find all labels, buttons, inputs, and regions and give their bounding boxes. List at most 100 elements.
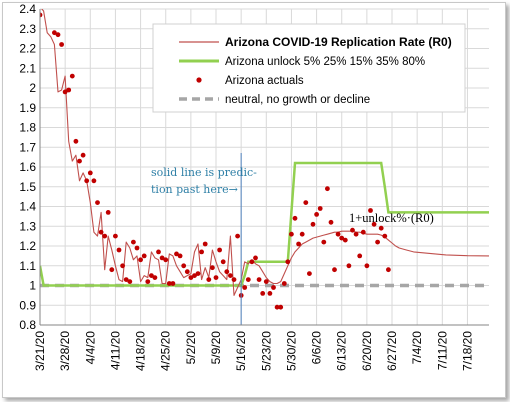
actuals-point xyxy=(386,267,391,273)
actuals-point xyxy=(375,239,380,245)
actuals-point xyxy=(299,231,305,237)
legend-swatch-actuals xyxy=(196,77,202,83)
y-tick-label: 0.9 xyxy=(19,298,36,312)
actuals-point xyxy=(152,275,158,280)
actuals-point xyxy=(263,279,269,284)
series-layer xyxy=(40,9,489,325)
actuals-point xyxy=(138,257,144,263)
actuals-point xyxy=(87,170,93,176)
actuals-point xyxy=(98,229,104,235)
y-tick-label: 1.9 xyxy=(19,101,36,115)
actuals-point xyxy=(131,239,136,245)
actuals-point xyxy=(350,227,355,233)
actuals-point xyxy=(328,219,334,225)
actuals-point xyxy=(210,265,215,271)
x-tick-label: 5/16/20 xyxy=(234,331,248,371)
actuals-point xyxy=(274,304,280,310)
actuals-point xyxy=(307,271,312,276)
y-tick-label: 1.1 xyxy=(19,259,36,273)
x-tick-label: 7/11/20 xyxy=(435,331,449,370)
actuals-point xyxy=(310,221,316,227)
actuals-point xyxy=(184,269,190,275)
actuals-point xyxy=(91,178,97,184)
prediction-note-line2: tion past here→ xyxy=(151,183,238,196)
actuals-point xyxy=(325,186,330,192)
y-tick-label: 1.5 xyxy=(19,180,36,194)
actuals-point xyxy=(188,275,194,280)
actuals-point xyxy=(335,231,341,237)
actuals-point xyxy=(353,231,359,237)
y-tick-label: 1.6 xyxy=(19,160,36,174)
y-tick-label: 1.8 xyxy=(19,121,36,135)
actuals-point xyxy=(202,241,208,247)
actuals-point xyxy=(285,259,291,265)
y-tick-label: 2 xyxy=(29,81,36,95)
actuals-point xyxy=(253,255,258,261)
y-tick-label: 2.1 xyxy=(19,61,36,75)
actuals-point xyxy=(260,291,266,296)
actuals-point xyxy=(156,249,161,255)
actuals-point xyxy=(267,291,273,296)
actuals-point xyxy=(84,178,90,184)
series-unlock-line xyxy=(40,161,489,287)
x-tick-label: 7/18/20 xyxy=(460,331,474,371)
actuals-point xyxy=(278,304,284,310)
actuals-point xyxy=(95,200,100,206)
y-tick-label: 0.8 xyxy=(19,318,36,332)
x-tick-label: 6/13/20 xyxy=(335,331,349,371)
actuals-point xyxy=(177,253,183,259)
actuals-point xyxy=(116,247,122,253)
actuals-point xyxy=(192,273,197,278)
x-tick-label: 4/25/20 xyxy=(159,331,173,371)
y-tick-label: 2.4 xyxy=(19,3,36,16)
legend-label-unlock: Arizona unlock 5% 25% 15% 35% 80% xyxy=(225,56,425,68)
actuals-point xyxy=(368,208,373,213)
actuals-point xyxy=(206,277,212,282)
actuals-point xyxy=(256,277,262,282)
actuals-point xyxy=(149,273,154,278)
actuals-point xyxy=(378,225,384,231)
actuals-point xyxy=(80,152,86,158)
actuals-point xyxy=(371,221,377,227)
chart-frame: 0.8 0.9 1 1.1 1.2 1.3 1.4 1.5 1.6 1.7 1.8 1.9 2 2.1 2.… xyxy=(2,2,506,398)
chart-svg: 0.8 0.9 1 1.1 1.2 1.3 1.4 1.5 1.6 1.7 1.8 1.9 2 2.1 2.… xyxy=(19,2,489,371)
actuals-point xyxy=(113,233,118,239)
series-r0-line xyxy=(41,9,489,296)
actuals-point xyxy=(55,32,61,38)
y-tick-label: 1.3 xyxy=(19,219,36,233)
x-tick-label: 5/23/20 xyxy=(259,331,273,371)
actuals-point xyxy=(181,263,187,269)
actuals-point xyxy=(242,285,248,290)
actuals-point xyxy=(120,263,125,269)
actuals-point xyxy=(59,42,64,47)
x-tick-label: 7/4/20 xyxy=(410,331,424,365)
legend-label-actuals: Arizona actuals xyxy=(225,75,304,87)
actuals-point xyxy=(339,235,345,241)
actuals-point xyxy=(141,253,147,259)
y-tick-label: 2.2 xyxy=(19,42,36,56)
legend: Arizona COVID-19 Replication Rate (R0) A… xyxy=(152,23,466,113)
prediction-note-line1: solid line is predic- xyxy=(151,166,257,179)
actuals-point xyxy=(217,247,223,253)
actuals-point xyxy=(69,73,75,79)
actuals-point xyxy=(360,229,366,235)
y-tick-label: 1 xyxy=(29,279,36,293)
actuals-point xyxy=(228,273,233,278)
y-tick-label: 1.7 xyxy=(19,140,36,154)
actuals-point xyxy=(145,279,151,284)
actuals-point xyxy=(231,277,237,282)
actuals-point xyxy=(224,269,230,275)
legend-label-neutral: neutral, no growth or decline xyxy=(225,94,370,106)
actuals-point xyxy=(109,267,115,273)
r0-formula-label: 1+unlock%·(R0) xyxy=(349,211,434,225)
x-tick-label: 3/21/20 xyxy=(33,331,47,371)
actuals-point xyxy=(357,253,363,259)
actuals-point xyxy=(199,249,205,255)
actuals-point xyxy=(127,279,133,284)
x-tick-label: 4/4/20 xyxy=(83,331,97,365)
actuals-point xyxy=(321,239,327,245)
actuals-point xyxy=(245,277,251,282)
actuals-point xyxy=(77,158,82,164)
actuals-point xyxy=(342,237,348,243)
actuals-point xyxy=(364,263,370,269)
